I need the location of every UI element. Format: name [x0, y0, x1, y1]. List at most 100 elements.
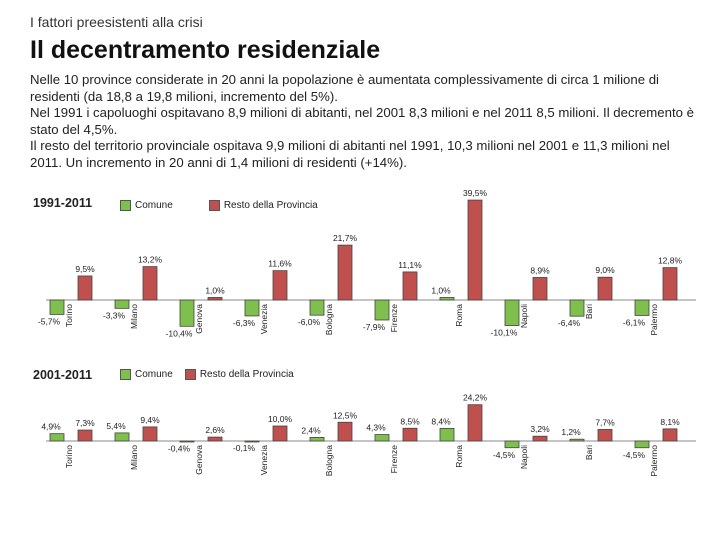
bar-comune-genova — [179, 440, 195, 443]
label-resto-palermo: 12,8% — [658, 256, 683, 266]
bar-comune-milano — [114, 299, 130, 309]
bar-resto-milano — [142, 426, 158, 442]
tick-label-firenze: Firenze — [389, 445, 399, 474]
label-comune-palermo: -4,5% — [623, 450, 646, 460]
bar-comune-milano — [114, 432, 130, 442]
legend-swatch-resto — [208, 200, 220, 211]
label-resto-milano: 9,4% — [140, 415, 160, 425]
label-resto-roma: 39,5% — [463, 188, 488, 198]
label-comune-milano: 5,4% — [106, 421, 126, 431]
intro-paragraph: Nelle 10 province considerate in 20 anni… — [30, 72, 700, 172]
label-comune-bologna: 2,4% — [301, 425, 321, 435]
chart-2-label: 2001-2011 — [33, 368, 93, 382]
label-resto-firenze: 8,5% — [400, 416, 420, 426]
bar-resto-firenze — [402, 427, 418, 442]
bar-comune-palermo — [634, 299, 650, 316]
label-resto-genova: 2,6% — [205, 425, 225, 435]
bar-resto-venezia — [272, 425, 288, 442]
label-resto-bologna: 21,7% — [333, 233, 358, 243]
label-resto-bari: 7,7% — [595, 417, 615, 427]
paragraph-line: Nelle 10 province considerate in 20 anni… — [30, 72, 659, 104]
label-resto-venezia: 10,0% — [268, 414, 293, 424]
bar-comune-napoli — [504, 440, 520, 449]
label-comune-venezia: -0,1% — [233, 443, 256, 453]
page-title: Il decentramento residenziale — [30, 36, 381, 64]
bar-resto-milano — [142, 266, 158, 301]
tick-label-bologna: Bologna — [324, 304, 334, 335]
chart-2-legend: Comune Resto della Provincia — [120, 369, 294, 380]
legend-label-comune: Comune — [135, 369, 173, 380]
bar-comune-palermo — [634, 440, 650, 449]
label-comune-bari: 1,2% — [561, 427, 581, 437]
bar-comune-bologna — [309, 299, 325, 316]
bar-comune-bari — [569, 438, 585, 442]
label-resto-genova: 1,0% — [205, 285, 225, 295]
tick-label-bari: Bari — [584, 304, 594, 319]
label-resto-firenze: 11,1% — [398, 260, 422, 270]
tick-label-palermo: Palermo — [649, 445, 659, 477]
bar-resto-genova — [207, 297, 223, 301]
tick-label-firenze: Firenze — [389, 304, 399, 333]
bar-resto-torino — [77, 429, 93, 442]
label-comune-napoli: -4,5% — [493, 450, 516, 460]
tick-label-venezia: Venezia — [259, 445, 269, 476]
bar-comune-firenze — [374, 434, 390, 442]
tick-label-roma: Roma — [454, 445, 464, 468]
bar-comune-torino — [49, 433, 65, 442]
label-comune-firenze: -7,9% — [363, 322, 386, 332]
label-comune-bari: -6,4% — [558, 318, 581, 328]
tick-label-bari: Bari — [584, 445, 594, 460]
bar-comune-roma — [439, 427, 455, 442]
label-resto-torino: 7,3% — [75, 418, 95, 428]
legend-swatch-comune — [120, 369, 131, 380]
bar-comune-roma — [439, 297, 455, 301]
label-resto-roma: 24,2% — [463, 393, 488, 403]
bar-comune-bologna — [309, 436, 325, 442]
tick-label-napoli: Napoli — [519, 304, 529, 328]
bar-resto-palermo — [662, 267, 678, 301]
bar-resto-venezia — [272, 270, 288, 301]
label-resto-palermo: 8,1% — [660, 417, 680, 427]
label-comune-roma: 8,4% — [431, 416, 451, 426]
label-resto-napoli: 8,9% — [530, 265, 550, 275]
legend-swatch-resto — [184, 369, 196, 380]
label-resto-napoli: 3,2% — [530, 424, 550, 434]
chart-1-label: 1991-2011 — [33, 196, 93, 210]
label-comune-firenze: 4,3% — [366, 423, 386, 433]
tick-label-milano: Milano — [129, 445, 139, 470]
label-comune-genova: -10,4% — [166, 328, 193, 338]
legend-swatch-comune — [120, 200, 131, 211]
paragraph-line: Nel 1991 i capoluoghi ospitavano 8,9 mil… — [30, 105, 694, 137]
bar-resto-palermo — [662, 428, 678, 442]
bar-resto-genova — [207, 436, 223, 442]
label-resto-torino: 9,5% — [75, 264, 95, 274]
label-resto-bologna: 12,5% — [333, 410, 358, 420]
tick-label-palermo: Palermo — [649, 304, 659, 336]
kicker: I fattori preesistenti alla crisi — [30, 14, 203, 30]
legend-label-comune: Comune — [135, 200, 173, 211]
label-comune-bologna: -6,0% — [298, 317, 321, 327]
tick-label-venezia: Venezia — [259, 304, 269, 335]
bar-comune-bari — [569, 299, 585, 317]
label-resto-milano: 13,2% — [138, 255, 163, 265]
bar-resto-roma — [467, 199, 483, 301]
label-resto-venezia: 11,6% — [268, 259, 292, 269]
bar-resto-firenze — [402, 271, 418, 301]
label-comune-torino: -5,7% — [38, 316, 61, 326]
label-comune-milano: -3,3% — [103, 310, 126, 320]
bar-resto-bari — [597, 276, 613, 301]
bar-resto-napoli — [532, 277, 548, 301]
tick-label-roma: Roma — [454, 304, 464, 327]
label-comune-roma: 1,0% — [431, 285, 451, 295]
tick-label-torino: Torino — [64, 304, 74, 327]
bar-resto-bologna — [337, 421, 353, 442]
bar-comune-firenze — [374, 299, 390, 321]
legend-label-resto: Resto della Provincia — [199, 369, 294, 380]
bar-resto-roma — [467, 404, 483, 442]
bar-comune-genova — [179, 299, 195, 327]
label-comune-genova: -0,4% — [168, 444, 191, 454]
tick-label-genova: Genova — [194, 304, 204, 334]
label-comune-torino: 4,9% — [41, 422, 61, 432]
paragraph-line: Il resto del territorio provinciale ospi… — [30, 138, 670, 170]
